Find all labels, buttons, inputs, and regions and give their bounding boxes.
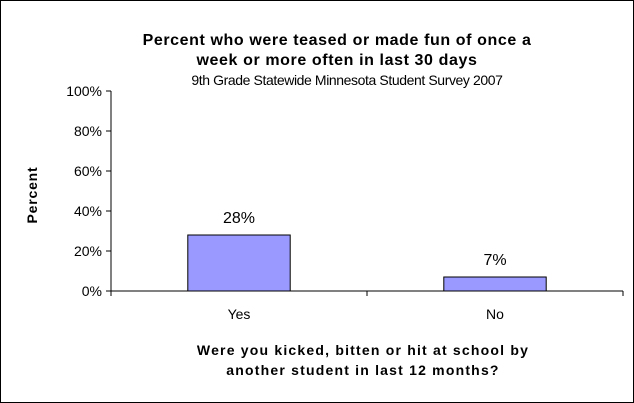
y-tick-label: 60% xyxy=(74,163,102,179)
y-tick-label: 20% xyxy=(74,243,102,259)
y-tick-label: 0% xyxy=(82,283,102,299)
bar-yes xyxy=(187,234,291,292)
x-axis-label-line-1: Were you kicked, bitten or hit at school… xyxy=(197,342,529,358)
plot-area: 0% 20% 40% 60% 80% 100% 28% Yes 7% No xyxy=(66,83,624,322)
y-axis-label: Percent xyxy=(24,167,40,224)
x-tick-label: No xyxy=(486,306,504,322)
x-tick-label: Yes xyxy=(228,306,251,322)
chart-subtitle: 9th Grade Statewide Minnesota Student Su… xyxy=(191,72,503,88)
x-axis-label-line-2: another student in last 12 months? xyxy=(226,362,499,378)
y-tick-label: 100% xyxy=(66,83,102,99)
y-tick-label: 40% xyxy=(74,203,102,219)
y-tick-label: 80% xyxy=(74,123,102,139)
chart-title-line-2: week or more often in last 30 days xyxy=(196,52,478,69)
data-label: 28% xyxy=(223,210,255,227)
data-label: 7% xyxy=(483,252,506,269)
bar-no xyxy=(443,276,547,292)
chart-title-line-1: Percent who were teased or made fun of o… xyxy=(143,32,532,49)
